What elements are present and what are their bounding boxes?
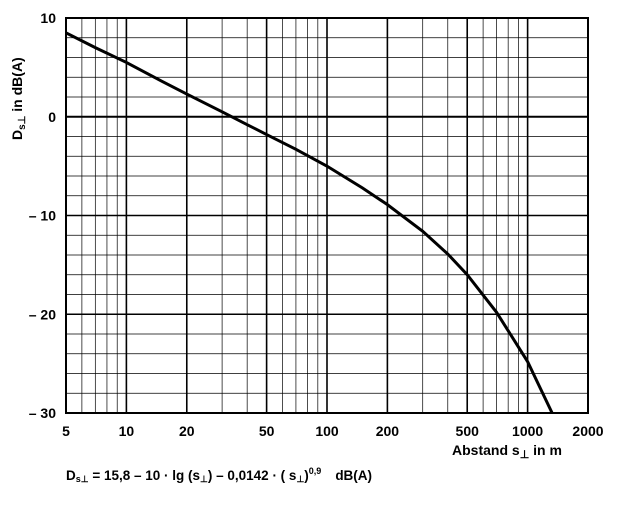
- y-axis-label-sub: s⊥: [17, 115, 28, 130]
- x-axis-label-main: Abstand s: [452, 442, 520, 458]
- x-axis-label-sub: ⊥: [520, 449, 530, 461]
- formula-sub1: ⊥: [200, 474, 208, 484]
- x-tick-label: 200: [376, 423, 400, 439]
- y-tick-label: 10: [40, 10, 56, 26]
- series-line: [66, 31, 554, 413]
- major-gridlines: [66, 18, 588, 413]
- y-tick-label: 0: [48, 109, 56, 125]
- y-tick-labels: 10 0 – 10 – 20 – 30: [29, 10, 56, 421]
- x-tick-label: 10: [119, 423, 135, 439]
- x-tick-label: 2000: [572, 423, 603, 439]
- x-axis-label-unit: in m: [529, 442, 562, 458]
- formula-part2: ) – 0,0142 · ( s: [207, 468, 297, 483]
- formula-part3: ): [304, 468, 309, 483]
- x-tick-labels: 5 10 20 50 100 200 500 1000 2000: [62, 423, 604, 439]
- formula-part1: = 15,8 – 10 · lg (s: [88, 468, 201, 483]
- y-axis-label: Ds⊥ in dB(A): [9, 57, 28, 140]
- formula-unit: dB(A): [335, 468, 373, 483]
- x-tick-label: 500: [456, 423, 480, 439]
- formula: Ds⊥ = 15,8 – 10 · lg (s⊥) – 0,0142 · ( s…: [66, 466, 372, 485]
- y-axis-label-main: D: [9, 130, 25, 140]
- y-axis-label-unit: in dB(A): [9, 57, 25, 115]
- x-tick-label: 50: [259, 423, 275, 439]
- y-tick-label: – 10: [29, 208, 56, 224]
- y-tick-label: – 30: [29, 405, 56, 421]
- y-tick-label: – 20: [29, 306, 56, 322]
- formula-sub2: ⊥: [296, 474, 305, 484]
- plot-frame: [65, 17, 589, 414]
- x-axis-label: Abstand s⊥ in m: [452, 442, 562, 461]
- formula-lhs: D: [66, 468, 76, 483]
- x-tick-label: 100: [315, 423, 339, 439]
- x-tick-label: 1000: [512, 423, 543, 439]
- formula-exponent: 0,9: [308, 466, 322, 476]
- x-tick-label: 20: [179, 423, 195, 439]
- x-tick-label: 5: [62, 423, 70, 439]
- formula-lhs-sub: s⊥: [75, 474, 89, 484]
